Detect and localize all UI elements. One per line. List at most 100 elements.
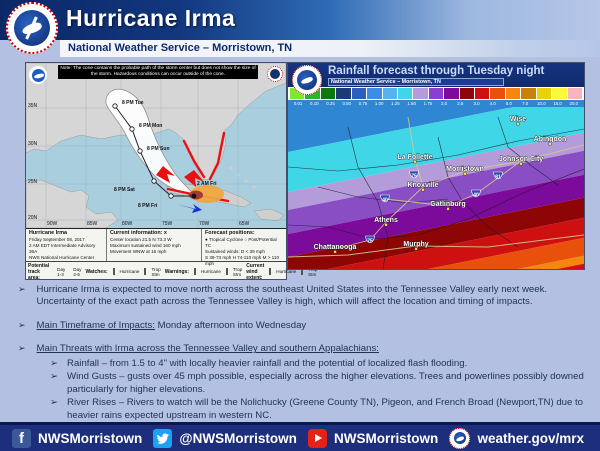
scale-swatch	[505, 88, 521, 99]
impact-bullets: ➢ Hurricane Irma is expected to move nort…	[8, 284, 592, 423]
scale-swatch	[475, 88, 490, 99]
legend-forecast-title: Forecast positions:	[205, 230, 255, 236]
city-label: Wise	[510, 116, 526, 123]
scale-label: 20.0	[569, 101, 579, 106]
track-time-label: 8 PM Fri	[138, 203, 158, 209]
scale-swatch-row	[288, 87, 584, 100]
interstate-shield-icon	[493, 171, 503, 180]
nws-logo-icon	[449, 427, 471, 449]
rainfall-bands	[288, 107, 584, 269]
bullet-arrow-icon: ➢	[18, 343, 26, 354]
key-tropstm-label: Trop Stm	[232, 266, 243, 277]
city-marker	[333, 250, 337, 254]
forecast-track-labels: 8 PM Tue 8 PM Mon 8 PM Sun 8 PM Sat 8 PM Fri…	[114, 100, 217, 209]
forecast-position-marker	[112, 103, 118, 109]
footer-social-label: NWSMorristown	[334, 430, 439, 446]
scale-swatch	[490, 88, 505, 99]
nws-logo-icon	[292, 65, 322, 95]
scale-label: 15.0	[553, 101, 562, 106]
legend-movement: Movement WNW at 16 mph	[110, 248, 167, 254]
legend-sustained-1: Sustained winds: D < 39 mph	[205, 248, 265, 254]
city-label: Chattanooga	[314, 244, 357, 251]
city-marker	[414, 247, 418, 251]
city-marker	[516, 122, 520, 126]
rainfall-title: Rainfall forecast through Tuesday night	[328, 65, 545, 77]
footer-social-label: weather.gov/mrx	[477, 430, 584, 446]
scale-label: 1.25	[391, 101, 400, 106]
scale-swatch	[552, 88, 567, 99]
bullet-text: River Rises – Rivers to watch will be th…	[67, 397, 584, 421]
city-marker	[463, 172, 467, 176]
footer-social-item[interactable]: weather.gov/mrx	[449, 427, 584, 449]
scale-label: 1.50	[407, 101, 416, 106]
city-labels: Wise Abingdon La Follette Johnson City Morri…	[313, 116, 567, 254]
legend-advisory: 2 AM EDT Intermediate Advisory 36A	[29, 242, 96, 254]
bullet-arrow-icon: ➢	[50, 371, 59, 383]
lat-label: 30N	[28, 141, 38, 147]
scale-swatch	[320, 88, 336, 99]
twitter-icon	[153, 428, 173, 448]
key-day13: Day 1-3	[57, 266, 66, 277]
bullet-arrow-icon: ➢	[18, 319, 26, 330]
track-time-label: 2 AM Fri	[197, 181, 217, 187]
scale-swatch	[413, 88, 428, 99]
scale-swatch	[351, 88, 367, 99]
bullet-item: ➢ Hurricane Irma is expected to move nort…	[8, 284, 592, 309]
scale-label: 10.0	[537, 101, 546, 106]
sub-bullet-item: ➢ River Rises – Rivers to watch will be t…	[8, 397, 592, 422]
header-subtitle-bar: National Weather Service – Morristown, T…	[60, 40, 600, 57]
forecast-position-marker	[137, 148, 143, 154]
footer-social-item[interactable]: f NWSMorristown	[12, 428, 142, 448]
warn-hurricane-swatch	[193, 268, 196, 275]
scale-label: 0.01	[293, 101, 303, 106]
scale-swatch	[367, 88, 382, 99]
footer-social-item[interactable]: NWSMorristown	[308, 428, 439, 448]
key-watches-label: Watches:	[85, 268, 108, 275]
city-marker	[413, 160, 417, 164]
scale-label: 0.50	[342, 101, 352, 106]
bullet-arrow-icon: ➢	[50, 397, 59, 409]
city-marker	[421, 188, 425, 192]
footer-social-item[interactable]: @NWSMorristown	[153, 428, 297, 448]
page-title: Hurricane Irma	[66, 5, 236, 31]
bullet-text: Hurricane Irma is expected to move north…	[36, 284, 548, 308]
key-hurricane-label: Hurricane	[119, 269, 140, 274]
sub-bullet-item: ➢ Rainfall – from 1.5 to 4" with locally …	[8, 358, 592, 370]
rainfall-subtitle: National Weather Service – Morristown, T…	[328, 78, 504, 86]
scale-label: 0.25	[326, 101, 335, 106]
social-footer: f NWSMorristown @NWSMorristown NWSMorristow…	[0, 422, 600, 451]
rainfall-forecast-panel: Rainfall forecast through Tuesday night …	[287, 62, 585, 270]
key-tropstm-label: Trop Stm	[151, 266, 161, 277]
extent-hurricane-swatch	[269, 268, 272, 275]
bullet-text: Wind Gusts – gusts over 45 mph possible,…	[67, 371, 584, 395]
current-position-marker	[191, 193, 197, 199]
key-track-area-label: Potential track area:	[28, 262, 50, 281]
interstate-shield-icon	[365, 235, 375, 244]
boundary-lines	[288, 116, 584, 269]
scale-swatch	[444, 88, 459, 99]
footer-social-label: @NWSMorristown	[179, 430, 297, 446]
scale-label: 7.0	[522, 101, 529, 106]
nws-logo-icon	[267, 66, 283, 82]
rainfall-band	[288, 132, 584, 210]
bullet-item: ➢ Main Threats with Irma across the Tenne…	[8, 343, 592, 355]
forecast-track-points	[112, 103, 197, 199]
lon-label: 90W	[47, 221, 58, 227]
city-label: Morristown	[446, 166, 484, 173]
scale-label: 4.0	[489, 101, 496, 106]
scale-swatch	[536, 88, 552, 99]
key-hurricane-label: Hurricane	[200, 269, 221, 274]
lon-label: 80W	[122, 221, 133, 227]
nws-logo-icon	[6, 2, 58, 54]
interstate-number: 81	[495, 175, 501, 181]
city-label: Murphy	[403, 241, 428, 248]
scale-swatch	[459, 88, 475, 99]
scale-label: 1.75	[423, 101, 433, 106]
graticule-labels: 35N 30N 25N 20N 90W 85W 80W 75W 70W 65W	[28, 103, 250, 227]
forecast-position-marker	[168, 193, 174, 199]
rainfall-band	[288, 174, 584, 257]
rainfall-band	[328, 217, 584, 269]
city-marker	[384, 223, 388, 227]
